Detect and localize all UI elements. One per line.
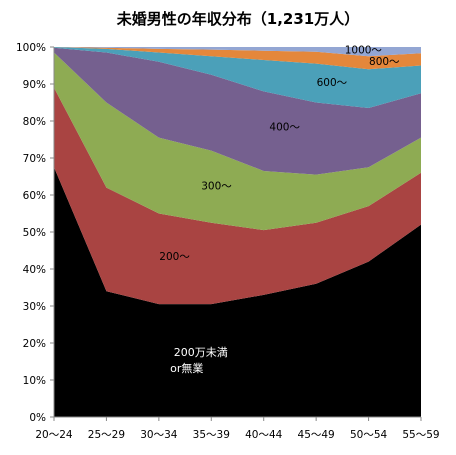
area-series-1 <box>54 87 421 305</box>
chart-title: 未婚男性の年収分布（1,231万人） <box>116 10 359 28</box>
band-label-line2: or無業 <box>170 361 203 375</box>
y-tick-label: 50% <box>23 227 46 239</box>
y-tick-label: 20% <box>23 338 46 350</box>
band-label: 1000〜 <box>345 44 383 56</box>
y-tick-label: 60% <box>23 190 46 202</box>
band-label: 400〜 <box>269 121 300 133</box>
band-label: 300〜 <box>201 180 232 192</box>
area-series-6 <box>54 47 421 57</box>
y-tick-label: 90% <box>23 79 46 91</box>
y-tick-label: 10% <box>23 375 46 387</box>
band-label: 200万未満 <box>174 346 228 359</box>
band-label: 600〜 <box>317 77 348 89</box>
band-label: 800〜 <box>369 56 400 68</box>
y-tick-label: 30% <box>23 301 46 313</box>
area-series-group <box>54 47 421 417</box>
x-tick-labels: 20〜24 25〜29 30〜34 35〜39 40〜44 45〜49 50〜54 55〜59 <box>35 417 440 441</box>
x-tick-label: 40〜44 <box>245 429 283 441</box>
x-tick-label: 20〜24 <box>35 429 73 441</box>
y-tick-label: 100% <box>16 42 46 54</box>
area-series-2 <box>54 52 421 231</box>
y-tick-labels: 0% 10% 20% 30% 40% 50% 60% 70% 80% 90% 100% <box>16 42 54 424</box>
y-tick-label: 80% <box>23 116 46 128</box>
band-labels: 200万未満 or無業 200〜 300〜 400〜 600〜 800〜1000〜 <box>159 44 400 375</box>
band-label: 200〜 <box>159 251 190 263</box>
area-series-3 <box>54 47 421 175</box>
x-tick-label: 30〜34 <box>140 429 178 441</box>
y-tick-label: 70% <box>23 153 46 165</box>
area-series-4 <box>54 47 421 109</box>
x-tick-label: 55〜59 <box>402 429 439 441</box>
area-series-5 <box>54 47 421 70</box>
x-tick-label: 50〜54 <box>350 429 388 441</box>
x-tick-label: 45〜49 <box>298 429 335 441</box>
y-tick-label: 0% <box>29 412 46 424</box>
y-tick-label: 40% <box>23 264 46 276</box>
area-series-0 <box>54 167 421 417</box>
x-tick-label: 35〜39 <box>193 429 230 441</box>
x-tick-label: 25〜29 <box>88 429 125 441</box>
